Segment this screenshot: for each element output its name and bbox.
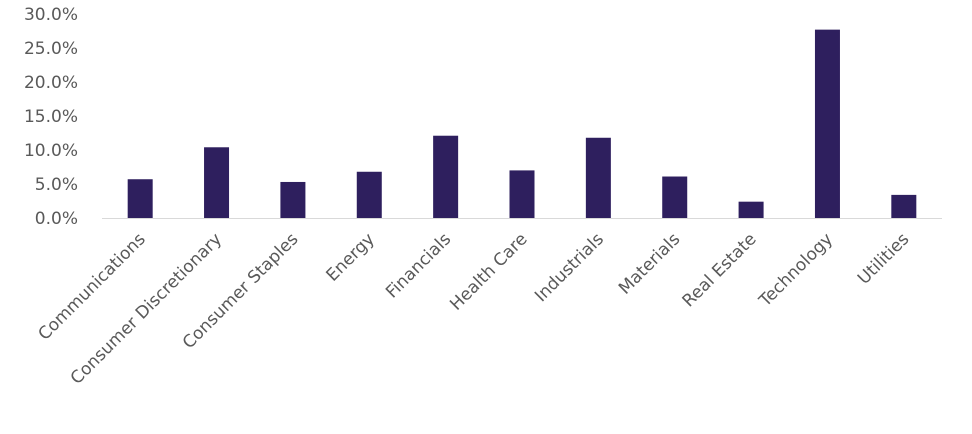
bar (433, 135, 459, 218)
y-tick-label: 5.0% (35, 175, 78, 195)
bar (509, 170, 535, 218)
bar (204, 147, 230, 218)
x-tick-label: Real Estate (679, 229, 761, 311)
y-tick-label: 0.0% (35, 209, 78, 229)
bar (738, 201, 764, 218)
bar (585, 137, 611, 218)
y-tick-label: 15.0% (24, 107, 78, 127)
y-tick-label: 25.0% (24, 39, 78, 59)
bar (891, 194, 917, 218)
bar (662, 176, 688, 218)
y-axis: 0.0% 5.0% 10.0% 15.0% 20.0% 25.0% 30.0% (24, 5, 78, 229)
x-tick-label: Energy (323, 229, 379, 285)
bar (280, 181, 306, 218)
bars (127, 29, 917, 218)
x-tick-label: Technology (755, 229, 837, 311)
y-tick-label: 10.0% (24, 141, 78, 161)
bar (356, 171, 382, 218)
bar (127, 179, 153, 218)
x-tick-label: Financials (382, 229, 455, 302)
bar (814, 29, 840, 218)
y-tick-label: 20.0% (24, 73, 78, 93)
x-tick-label: Utilities (854, 229, 913, 288)
y-tick-label: 30.0% (24, 5, 78, 25)
x-tick-label: Health Care (446, 229, 531, 314)
x-tick-label: Materials (615, 229, 684, 298)
x-tick-label: Industrials (531, 229, 608, 306)
x-tick-label: Consumer Discretionary (67, 229, 226, 388)
